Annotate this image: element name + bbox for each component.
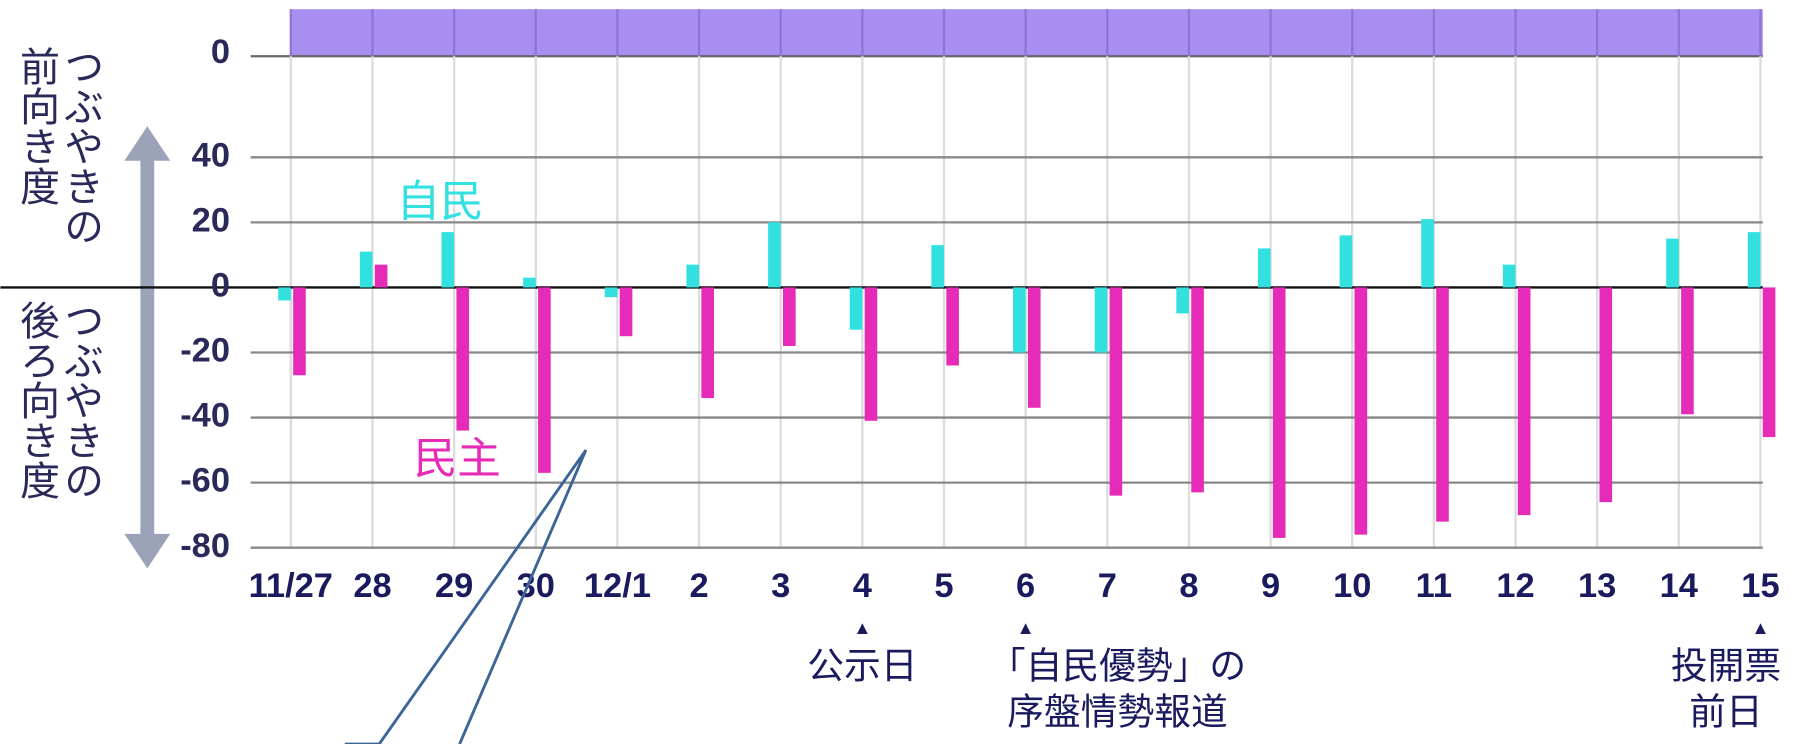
annotation-text: 投開票 (1671, 645, 1781, 688)
bar (1436, 287, 1449, 522)
annotation-text: 「自民優勢」の (989, 645, 1246, 688)
y-label-upper: つぶやきの前向き度 (13, 46, 103, 246)
x-tick-label: 28 (353, 567, 391, 605)
bar (1502, 264, 1516, 288)
y-tick-label: 20 (192, 201, 230, 239)
bar (1666, 238, 1679, 288)
bar (1339, 235, 1353, 288)
y-tick-label: -80 (180, 527, 230, 565)
bar (538, 287, 551, 473)
bar (1599, 287, 1613, 503)
annotation-marker: ▲ (1751, 617, 1769, 638)
y-label-lower: つぶやきの後ろ向き度 (13, 300, 103, 500)
bar (1681, 287, 1694, 415)
bar (1272, 287, 1286, 538)
bar (864, 287, 878, 421)
bar (1257, 248, 1271, 288)
bar (619, 287, 633, 337)
x-tick-label: 12/1 (584, 567, 651, 605)
bar (946, 287, 959, 366)
x-tick-label: 8 (1179, 567, 1198, 605)
x-tick-label: 14 (1660, 567, 1698, 605)
x-tick-label: 10 (1333, 567, 1371, 605)
annotation-text: 前日 (1689, 691, 1762, 734)
bar (1191, 287, 1204, 493)
bar (1094, 287, 1108, 353)
y-tick-label: 0 (211, 267, 230, 305)
x-tick-label: 9 (1261, 567, 1280, 605)
arrow-head (124, 533, 171, 569)
x-tick-label: 13 (1578, 567, 1616, 605)
x-tick-label: 11/27 (249, 567, 333, 605)
x-tick-label: 12 (1496, 567, 1534, 605)
callout-line (458, 449, 588, 744)
bar (1027, 287, 1041, 408)
y-tick-label: -20 (180, 332, 230, 370)
x-tick-label: 6 (1016, 567, 1035, 605)
annotation-text: 序盤情勢報道 (1007, 691, 1227, 734)
bar (1354, 287, 1368, 535)
annotation-marker: ▲ (853, 617, 871, 638)
y-tick-label: -40 (180, 397, 230, 435)
bar (604, 287, 618, 298)
x-tick-label: 4 (853, 567, 872, 605)
y-tick-label: 40 (192, 136, 230, 174)
series-label: 民主 (414, 435, 501, 485)
callout-line (344, 449, 588, 744)
x-tick-label: 2 (689, 567, 708, 605)
bar (523, 277, 536, 288)
x-tick-label: 11 (1416, 567, 1452, 605)
arrow-head (124, 126, 171, 161)
y-tick-label: 0 (211, 33, 230, 71)
bar (359, 251, 373, 288)
bar (293, 287, 306, 376)
x-tick-label: 29 (435, 567, 473, 605)
bar (931, 245, 945, 288)
annotation-marker: ▲ (1017, 617, 1035, 638)
bar (783, 287, 796, 346)
y-tick-label: -60 (180, 462, 230, 500)
bar (686, 264, 700, 288)
bar (768, 222, 781, 288)
bar (456, 287, 470, 431)
x-tick-label: 5 (934, 567, 953, 605)
bar (1013, 287, 1026, 353)
x-tick-label: 3 (771, 567, 790, 605)
bar (441, 232, 455, 288)
bar (1109, 287, 1123, 496)
annotation-text: 公示日 (807, 645, 917, 688)
bar (701, 287, 714, 399)
series-label: 自民 (396, 177, 483, 227)
bar (1747, 232, 1761, 288)
bar (1176, 287, 1189, 314)
x-tick-label: 7 (1098, 567, 1117, 605)
bar (374, 264, 388, 288)
bar (1421, 219, 1434, 288)
bar (849, 287, 863, 330)
bar (278, 287, 291, 301)
bar (1517, 287, 1531, 516)
x-tick-label: 15 (1741, 567, 1779, 605)
bar (1762, 287, 1776, 438)
